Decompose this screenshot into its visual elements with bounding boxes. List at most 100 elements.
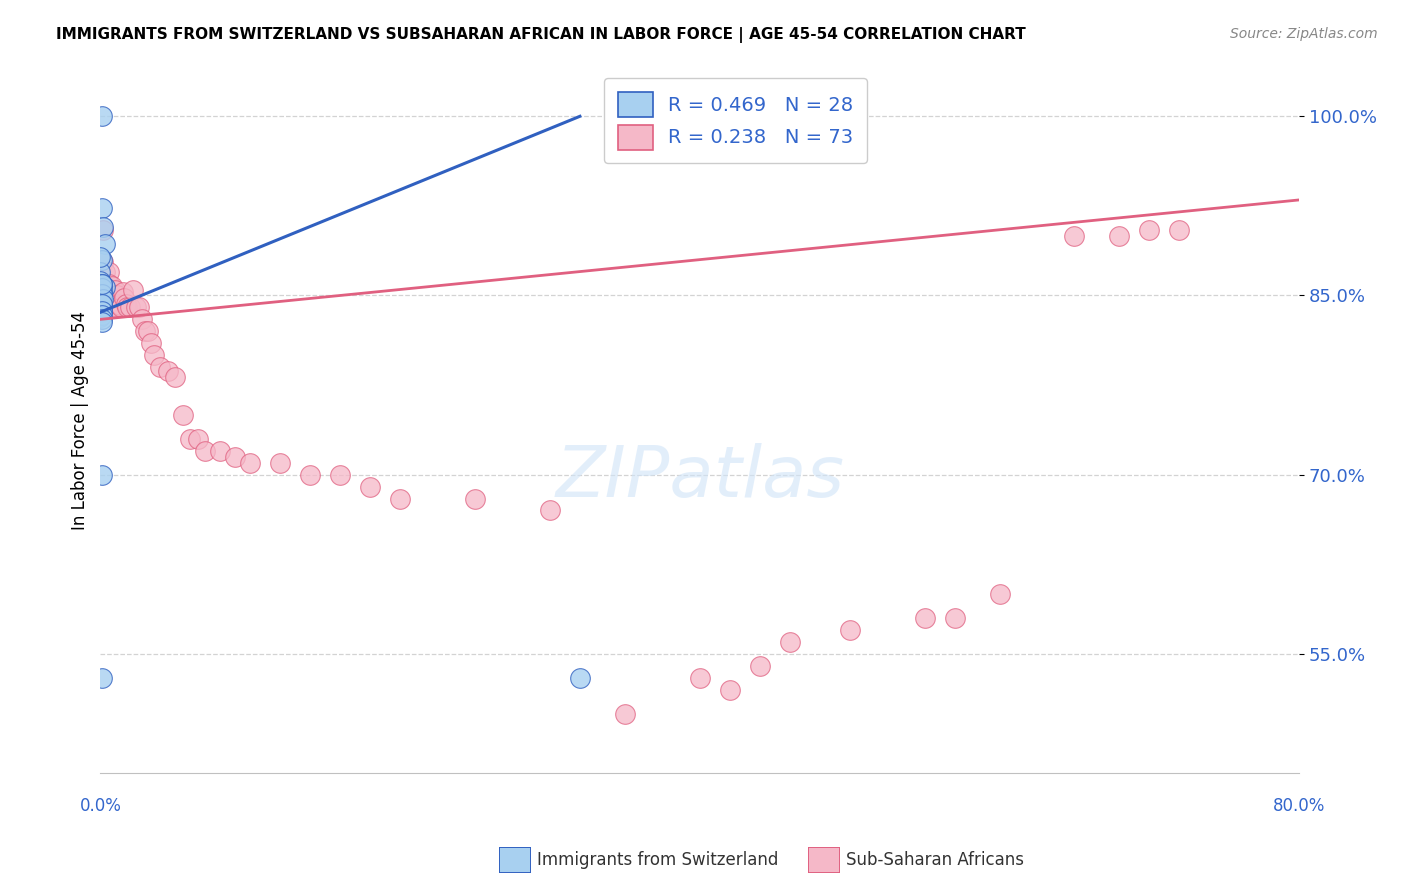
Point: [122, 283, 145, 297]
Point: [1063, 228, 1085, 243]
Text: Source: ZipAtlas.com: Source: ZipAtlas.com: [1230, 27, 1378, 41]
Point: [90, 277, 112, 291]
Point: [125, 301, 148, 315]
Point: [165, 369, 187, 384]
Point: [613, 706, 636, 721]
Point: [136, 324, 159, 338]
Point: [988, 587, 1011, 601]
Text: Immigrants from Switzerland: Immigrants from Switzerland: [537, 851, 779, 869]
Point: [299, 467, 322, 482]
Point: [90, 302, 112, 317]
Point: [89, 288, 111, 302]
Point: [114, 297, 136, 311]
Point: [105, 288, 128, 302]
Point: [98, 264, 121, 278]
Point: [90, 287, 112, 301]
Point: [98, 288, 121, 302]
Point: [94, 280, 117, 294]
Point: [93, 277, 115, 291]
Point: [90, 671, 112, 685]
Point: [90, 277, 112, 291]
Point: [94, 237, 117, 252]
Point: [838, 623, 860, 637]
Point: [98, 277, 121, 291]
Point: [172, 408, 194, 422]
Text: Sub-Saharan Africans: Sub-Saharan Africans: [846, 851, 1025, 869]
Point: [269, 456, 291, 470]
Point: [112, 291, 135, 305]
Point: [111, 285, 134, 299]
Point: [97, 283, 120, 297]
Point: [143, 348, 166, 362]
Point: [914, 611, 936, 625]
Point: [90, 286, 112, 301]
Point: [329, 467, 352, 482]
Text: 0.0%: 0.0%: [79, 797, 121, 815]
Point: [94, 283, 117, 297]
Point: [100, 288, 122, 302]
Text: IMMIGRANTS FROM SWITZERLAND VS SUBSAHARAN AFRICAN IN LABOR FORCE | AGE 45-54 COR: IMMIGRANTS FROM SWITZERLAND VS SUBSAHARA…: [56, 27, 1026, 43]
Point: [718, 682, 741, 697]
Legend: R = 0.469   N = 28, R = 0.238   N = 73: R = 0.469 N = 28, R = 0.238 N = 73: [605, 78, 868, 163]
Point: [90, 308, 112, 322]
Point: [389, 491, 412, 506]
Point: [120, 301, 142, 315]
Point: [187, 432, 209, 446]
Point: [90, 201, 112, 215]
Point: [104, 283, 127, 297]
Point: [359, 480, 381, 494]
Point: [89, 310, 111, 324]
Point: [101, 279, 124, 293]
Point: [1168, 223, 1191, 237]
Point: [239, 456, 262, 470]
Point: [1108, 228, 1130, 243]
Point: [89, 297, 111, 311]
Point: [90, 304, 112, 318]
Text: ZIPatlas: ZIPatlas: [555, 442, 844, 512]
Point: [96, 283, 118, 297]
Point: [1137, 223, 1160, 237]
Point: [194, 443, 217, 458]
Point: [94, 264, 117, 278]
Point: [96, 291, 118, 305]
Point: [89, 281, 111, 295]
Point: [90, 301, 112, 315]
Point: [89, 264, 111, 278]
Point: [107, 297, 129, 311]
Point: [90, 315, 112, 329]
Point: [93, 292, 115, 306]
Point: [90, 281, 112, 295]
Point: [101, 294, 124, 309]
Point: [90, 297, 112, 311]
Point: [90, 467, 112, 482]
Point: [209, 443, 232, 458]
Point: [90, 312, 112, 326]
Point: [90, 252, 112, 267]
Point: [93, 223, 115, 237]
Point: [90, 286, 112, 301]
Point: [97, 301, 120, 315]
Text: 80.0%: 80.0%: [1272, 797, 1326, 815]
Point: [100, 301, 122, 315]
Point: [134, 324, 156, 338]
Point: [90, 305, 112, 319]
Point: [568, 671, 591, 685]
Point: [464, 491, 486, 506]
Point: [141, 336, 163, 351]
Point: [689, 671, 711, 685]
Point: [128, 301, 150, 315]
Point: [108, 298, 131, 312]
Point: [110, 301, 132, 315]
Point: [156, 364, 179, 378]
Point: [131, 312, 153, 326]
Point: [90, 109, 112, 123]
Point: [90, 297, 112, 311]
Point: [538, 503, 561, 517]
Point: [179, 432, 201, 446]
Point: [93, 255, 115, 269]
Point: [90, 292, 112, 306]
Point: [117, 301, 139, 315]
Point: [149, 360, 172, 375]
Point: [943, 611, 966, 625]
Point: [90, 277, 112, 291]
